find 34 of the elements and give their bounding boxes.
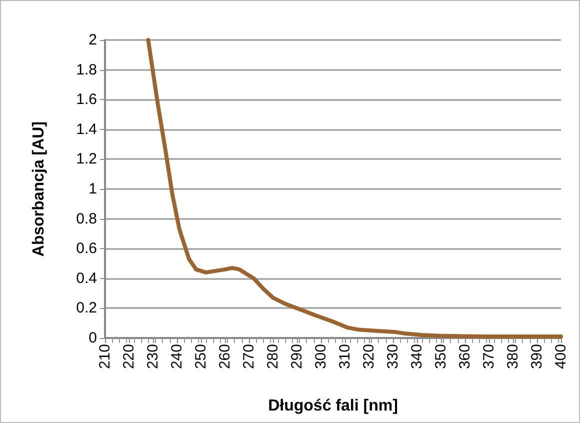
x-tick-label: 360 [456, 344, 474, 370]
line-series [146, 38, 563, 339]
x-tick-label: 390 [528, 344, 546, 370]
y-tick-label: 0.8 [76, 210, 97, 228]
x-tick-label: 370 [480, 344, 498, 370]
x-axis-title: Długość fali [nm] [268, 398, 398, 414]
x-tick-label: 320 [360, 344, 378, 370]
x-tick-label: 210 [96, 344, 114, 370]
x-tick-label: 340 [408, 344, 426, 370]
y-tick-label: 1.8 [76, 61, 97, 78]
x-tick-label: 270 [240, 344, 258, 370]
x-tick-label: 230 [144, 344, 162, 370]
x-tick-label: 280 [264, 344, 282, 370]
y-tick-label: 0.2 [76, 300, 97, 317]
x-tick-label: 220 [120, 344, 138, 370]
x-tick-label: 290 [288, 344, 306, 370]
x-tick-label: 400 [552, 344, 570, 370]
x-tick-label: 380 [504, 344, 522, 370]
y-tick-label: 0.6 [76, 240, 97, 258]
x-tick-label: 330 [384, 344, 402, 370]
y-tick-label: 1.4 [76, 120, 97, 138]
x-tick-label: 260 [216, 344, 234, 370]
x-tick-label: 350 [432, 344, 450, 370]
y-tick-label: 1 [88, 180, 97, 198]
y-tick-label: 0 [88, 330, 97, 346]
x-tick-label: 300 [312, 344, 330, 370]
x-tick-label: 240 [168, 344, 186, 370]
y-tick-label: 2 [88, 32, 97, 48]
x-tick-label: 250 [192, 344, 210, 370]
y-tick-label: 0.4 [76, 270, 97, 287]
y-tick-label: 1.6 [76, 91, 97, 108]
x-tick-label: 310 [336, 344, 354, 370]
y-axis-title: Absorbancja [AU] [30, 121, 48, 257]
y-tick-label: 1.2 [76, 150, 97, 168]
